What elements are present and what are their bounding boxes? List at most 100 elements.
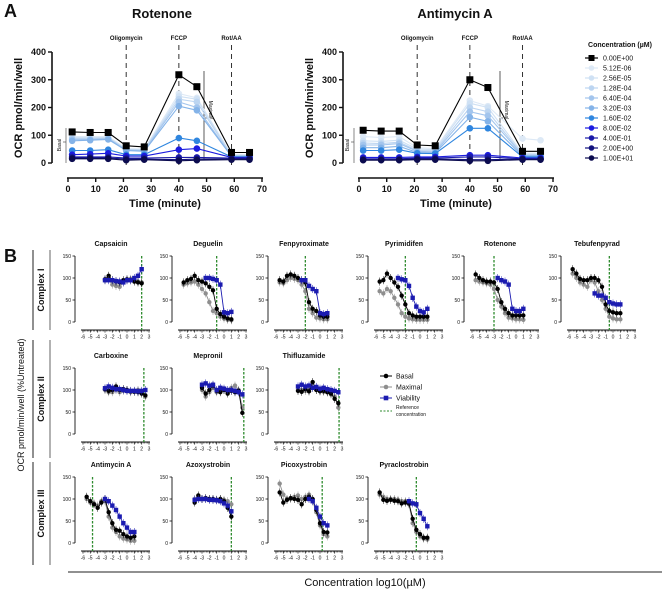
- injection-label: Oligomycin: [110, 36, 143, 42]
- data-point-square: [314, 289, 319, 294]
- data-point-square: [218, 282, 223, 287]
- legend-marker: [588, 55, 595, 61]
- data-point: [203, 291, 208, 296]
- data-point: [218, 311, 223, 317]
- data-point-square: [132, 529, 137, 535]
- data-point: [84, 494, 89, 499]
- data-point: [359, 156, 367, 164]
- data-point: [128, 535, 133, 540]
- x-tick-label: 20: [118, 184, 128, 194]
- data-point: [499, 304, 504, 309]
- data-point-square: [128, 529, 133, 535]
- x-tick-label: -1: [410, 556, 415, 562]
- data-point: [281, 279, 286, 284]
- data-point: [392, 280, 397, 285]
- x-tick-label: -6: [81, 335, 86, 341]
- y-tick-label: 150: [63, 254, 72, 260]
- data-point-square: [121, 280, 126, 285]
- data-point-square: [306, 283, 312, 289]
- data-point: [132, 534, 137, 539]
- data-point: [521, 317, 526, 322]
- y-tick-label: 100: [356, 276, 365, 282]
- data-point-square: [210, 276, 216, 282]
- y-tick-label: 100: [63, 388, 72, 394]
- data-point: [618, 317, 623, 322]
- data-point-square: [359, 126, 367, 134]
- data-point-square: [135, 389, 141, 394]
- x-tick-label: 50: [202, 184, 212, 194]
- x-tick-label: -6: [81, 556, 86, 562]
- data-point: [473, 272, 478, 277]
- x-tick-label: 0: [223, 335, 226, 341]
- data-point-square: [332, 388, 337, 394]
- data-point: [221, 314, 227, 319]
- y-tick-label: 150: [160, 475, 169, 481]
- data-point-square: [537, 147, 545, 155]
- x-tick-label: -3: [492, 335, 497, 341]
- legend-item-maximal: Maximal: [380, 385, 423, 392]
- x-tick-label: -2: [303, 556, 308, 562]
- data-point-square: [221, 386, 227, 391]
- maximal-label: Maximal: [503, 101, 509, 120]
- x-tick-label: 10: [382, 184, 392, 194]
- y-tick-label: 0: [68, 541, 71, 547]
- data-point: [377, 279, 382, 284]
- x-tick-label: 10: [91, 184, 101, 194]
- data-point-square: [210, 497, 216, 503]
- x-tick-label: 2: [626, 335, 629, 341]
- data-point-square: [102, 496, 108, 502]
- x-tick-label: -3: [103, 335, 108, 341]
- data-point-square: [140, 143, 148, 151]
- data-point-square: [413, 141, 421, 149]
- data-point-square: [113, 278, 119, 284]
- x-tick-label: 40: [174, 184, 184, 194]
- data-point-square: [510, 306, 515, 311]
- y-tick-label: 100: [549, 276, 558, 282]
- x-tick-label: 3: [441, 556, 444, 562]
- data-point: [570, 271, 575, 276]
- data-point: [99, 500, 104, 505]
- data-point: [381, 497, 386, 503]
- data-point: [336, 405, 341, 410]
- data-point: [392, 498, 397, 503]
- legend-item: 2.56E-05: [585, 75, 632, 83]
- data-point: [203, 281, 208, 286]
- x-tick-label: -4: [95, 447, 100, 453]
- chart-title: Thifluzamide: [283, 353, 326, 360]
- legend-title: Concentration (µM): [588, 42, 652, 49]
- data-point: [603, 306, 608, 311]
- legend-marker: [588, 65, 595, 71]
- data-point: [484, 157, 492, 165]
- y-tick-label: 0: [261, 541, 264, 547]
- injection-label: Oligomycin: [401, 36, 434, 42]
- data-point-square: [414, 502, 419, 507]
- x-tick-label: 3: [148, 335, 151, 341]
- data-point: [310, 306, 315, 311]
- data-point: [117, 528, 122, 533]
- chart-title: Azoxystrobin: [186, 462, 230, 469]
- x-tick-label: 3: [245, 556, 248, 562]
- data-point-square: [214, 278, 219, 283]
- x-tick-label: 0: [65, 184, 70, 194]
- x-tick-label: -1: [310, 556, 315, 562]
- x-tick-label: -5: [477, 335, 482, 341]
- data-point: [588, 275, 594, 281]
- data-point-square: [406, 499, 412, 504]
- data-point-square: [417, 510, 423, 516]
- x-tick-label: -4: [388, 335, 393, 341]
- data-point-square: [214, 387, 219, 393]
- y-tick-label: 50: [162, 298, 168, 304]
- data-point: [395, 302, 401, 307]
- data-point-square: [328, 387, 334, 393]
- data-point: [388, 275, 393, 281]
- data-point: [299, 496, 304, 502]
- data-point: [607, 314, 612, 319]
- data-point-square: [403, 278, 408, 283]
- x-tick-label: -4: [95, 556, 100, 562]
- series-line: [72, 105, 250, 157]
- data-point: [410, 313, 415, 318]
